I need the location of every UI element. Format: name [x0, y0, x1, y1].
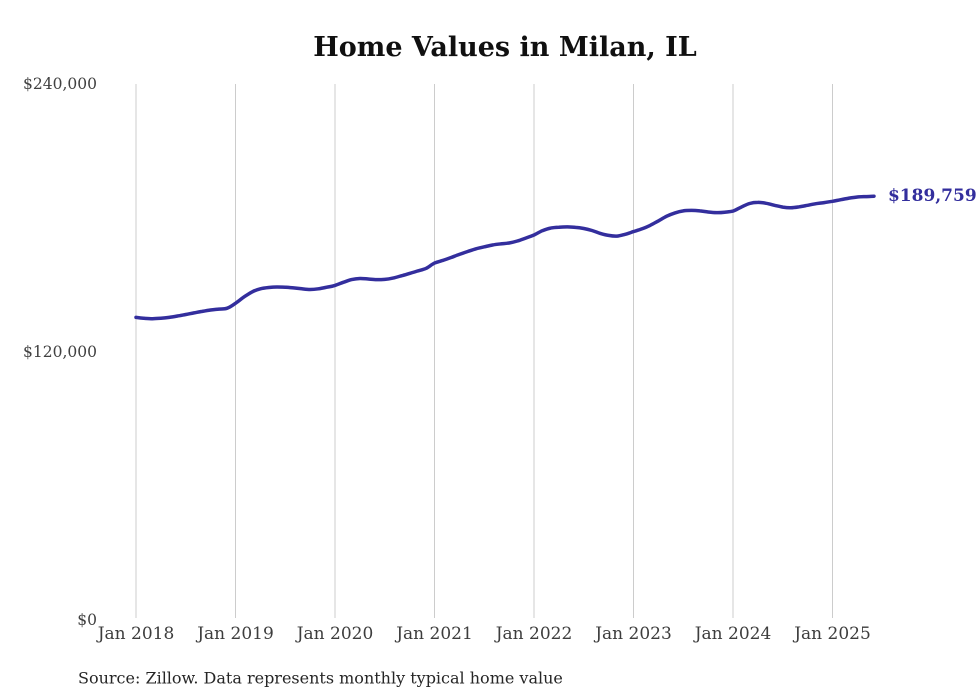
x-tick-label: Jan 2018: [97, 624, 175, 644]
source-note: Source: Zillow. Data represents monthly …: [78, 668, 563, 688]
gridlines: [135, 84, 833, 618]
x-tick-label: Jan 2023: [595, 624, 672, 644]
y-tick-label: $0: [77, 611, 97, 629]
x-tick-label: Jan 2019: [197, 624, 274, 644]
x-tick-label: Jan 2024: [694, 624, 772, 644]
y-tick-label: $120,000: [23, 343, 97, 361]
x-tick-label: Jan 2025: [794, 624, 871, 644]
latest-value-label: $189,759: [887, 186, 977, 207]
x-tick-label: Jan 2021: [396, 624, 473, 644]
x-tick-label: Jan 2022: [495, 624, 573, 644]
home-value-line: [134, 194, 876, 321]
x-tick-label: Jan 2020: [296, 624, 374, 644]
chart-title: Home Values in Milan, IL: [313, 32, 697, 63]
y-tick-label: $240,000: [23, 75, 97, 93]
